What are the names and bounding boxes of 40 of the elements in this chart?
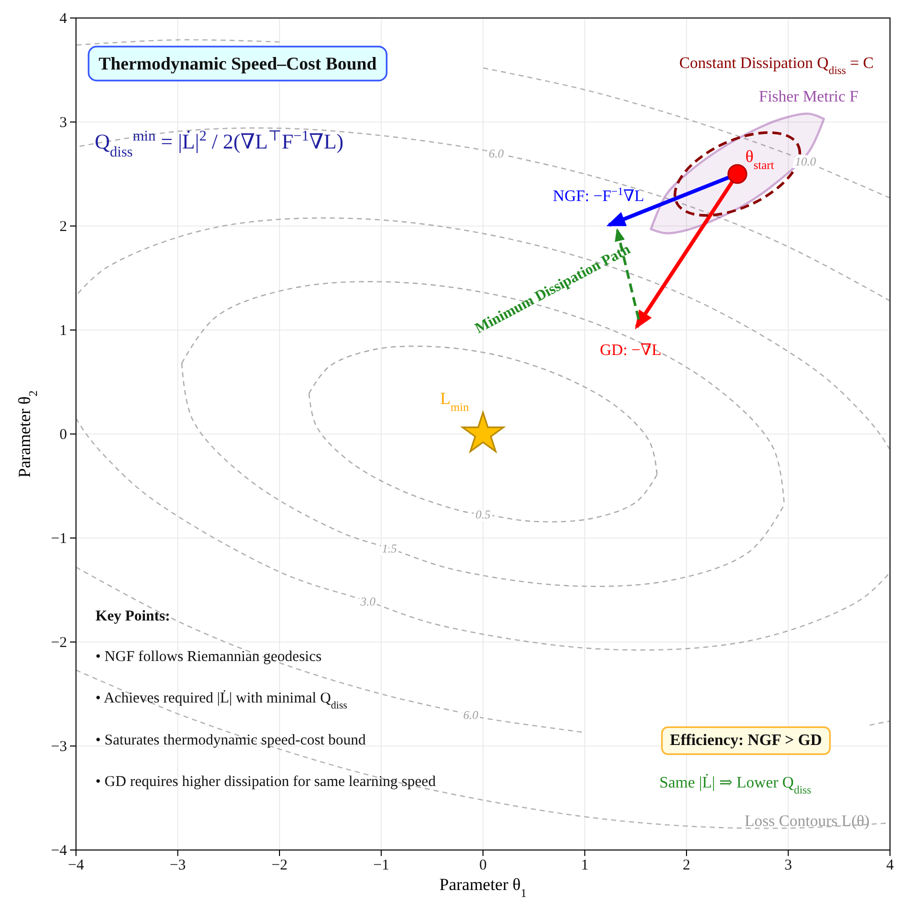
line-series: [76, 418, 890, 651]
x-tick-label: −3: [170, 858, 186, 874]
annotation: Same |L̇| ⇒ Lower Q$_{diss}$: [659, 774, 812, 797]
annotation: Constant Dissipation Q$_{diss}$ = C: [679, 54, 874, 77]
annotation: • Saturates thermodynamic speed-cost bound: [96, 732, 366, 748]
y-tick-label: 2: [60, 218, 67, 235]
x-tick-label: 3: [784, 858, 792, 874]
legend-label: Fisher Metric F: [758, 88, 858, 106]
x-tick-label: −2: [272, 858, 288, 874]
y-tick-label: 1: [60, 322, 67, 339]
y-tick-label: −1: [51, 530, 67, 547]
x-tick-label: −1: [373, 858, 390, 874]
annotation: • NGF follows Riemannian geodesics: [96, 649, 322, 666]
text: Thermodynamic Speed–Cost Bound: [98, 54, 377, 74]
y-tick-label: −4: [51, 842, 68, 859]
annotation: 1.5: [382, 542, 397, 556]
annotation: • Achieves required |L̇| with minimal Q$_{diss}$: [96, 690, 348, 712]
x-tick-label: 1: [581, 858, 588, 874]
annotation: • GD requires higher dissipation for same learning speed: [96, 774, 436, 790]
series-label: NGF: −F$^{−1}$∇L: [552, 186, 644, 205]
annotation: Loss Contours L(θ): [744, 812, 870, 830]
y-tick-label: −2: [51, 634, 67, 651]
series-label: L$_{min}$: [440, 389, 470, 414]
series-label: θ$_{start}$: [745, 147, 775, 172]
y-tick-label: 3: [60, 114, 67, 131]
annotation: 6.0: [463, 708, 478, 722]
series-label: GD: −∇L: [600, 342, 662, 359]
annotation: 0.5: [476, 507, 490, 522]
x-axis-title: Parameter θ$_{1}$: [439, 875, 527, 900]
annotation: Key Points:: [96, 608, 170, 624]
annotation: Efficiency: NGF > GD: [670, 732, 822, 750]
x-tick-label: 0: [479, 858, 487, 874]
y-tick-label: 0: [60, 426, 67, 443]
x-tick-label: 2: [682, 858, 690, 874]
x-tick-label: 4: [886, 858, 894, 874]
annotation: 3.0: [360, 594, 376, 609]
y-tick-label: −3: [51, 738, 67, 755]
line-series: [76, 217, 890, 450]
y-tick-label: 4: [60, 10, 68, 27]
text: Q$_{diss}$$^{min}$ = |L̇|$^{2}$ / 2(∇L$^{⊤}$F$^{−1}$∇L): [94, 128, 344, 161]
